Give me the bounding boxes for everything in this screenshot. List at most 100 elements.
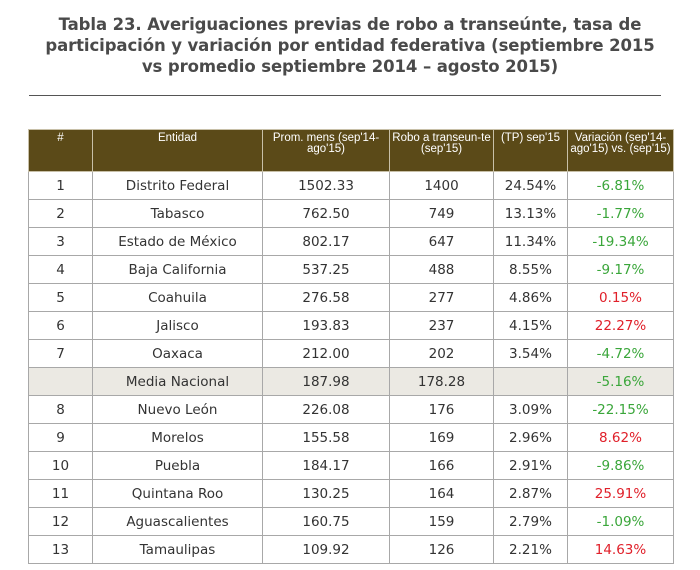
table-row: 10 Puebla 184.17 166 2.91% -9.86% xyxy=(28,451,674,480)
cell-entidad: Estado de México xyxy=(92,227,263,256)
cell-entidad: Tabasco xyxy=(92,199,263,228)
cell-prom-mens: 226.08 xyxy=(262,395,390,424)
cell-variacion: -19.34% xyxy=(567,227,674,256)
table-row: 6 Jalisco 193.83 237 4.15% 22.27% xyxy=(28,311,674,340)
cell-entidad: Jalisco xyxy=(92,311,263,340)
cell-prom-mens: 130.25 xyxy=(262,479,390,508)
data-table: # Entidad Prom. mens (sep'14-ago'15) Rob… xyxy=(28,129,674,564)
cell-prom-mens: 762.50 xyxy=(262,199,390,228)
table-row: 4 Baja California 537.25 488 8.55% -9.17% xyxy=(28,255,674,284)
cell-prom-mens: 537.25 xyxy=(262,255,390,284)
cell-prom-mens: 802.17 xyxy=(262,227,390,256)
cell-number: 6 xyxy=(28,311,93,340)
cell-tp: 2.96% xyxy=(493,423,568,452)
cell-variacion: 0.15% xyxy=(567,283,674,312)
cell-variacion: -1.09% xyxy=(567,507,674,536)
cell-variacion: -9.17% xyxy=(567,255,674,284)
cell-prom-mens: 109.92 xyxy=(262,535,390,564)
cell-variacion: -22.15% xyxy=(567,395,674,424)
cell-tp: 2.21% xyxy=(493,535,568,564)
cell-variacion: -4.72% xyxy=(567,339,674,368)
cell-number xyxy=(28,367,93,396)
table-row: 7 Oaxaca 212.00 202 3.54% -4.72% xyxy=(28,339,674,368)
header-robo: Robo a transeun-te (sep'15) xyxy=(389,129,494,172)
cell-prom-mens: 155.58 xyxy=(262,423,390,452)
cell-robo: 126 xyxy=(389,535,494,564)
cell-number: 9 xyxy=(28,423,93,452)
cell-prom-mens: 1502.33 xyxy=(262,171,390,200)
title-divider xyxy=(29,95,661,96)
cell-number: 11 xyxy=(28,479,93,508)
cell-entidad: Media Nacional xyxy=(92,367,263,396)
cell-number: 13 xyxy=(28,535,93,564)
cell-entidad: Tamaulipas xyxy=(92,535,263,564)
cell-robo: 277 xyxy=(389,283,494,312)
cell-entidad: Distrito Federal xyxy=(92,171,263,200)
cell-number: 3 xyxy=(28,227,93,256)
table-row: 5 Coahuila 276.58 277 4.86% 0.15% xyxy=(28,283,674,312)
cell-robo: 178.28 xyxy=(389,367,494,396)
cell-tp xyxy=(493,367,568,396)
cell-variacion: 14.63% xyxy=(567,535,674,564)
cell-robo: 237 xyxy=(389,311,494,340)
cell-tp: 24.54% xyxy=(493,171,568,200)
cell-prom-mens: 212.00 xyxy=(262,339,390,368)
table-body: 1 Distrito Federal 1502.33 1400 24.54% -6.81%… xyxy=(28,171,674,564)
table-row: 12 Aguascalientes 160.75 159 2.79% -1.09% xyxy=(28,507,674,536)
title-line-3: vs promedio septiembre 2014 – agosto 201… xyxy=(141,57,559,76)
cell-robo: 169 xyxy=(389,423,494,452)
cell-variacion: -9.86% xyxy=(567,451,674,480)
cell-tp: 4.86% xyxy=(493,283,568,312)
table-row: 13 Tamaulipas 109.92 126 2.21% 14.63% xyxy=(28,535,674,564)
table-row: 3 Estado de México 802.17 647 11.34% -19.34% xyxy=(28,227,674,256)
cell-robo: 488 xyxy=(389,255,494,284)
header-number: # xyxy=(28,129,93,172)
table-row: 9 Morelos 155.58 169 2.96% 8.62% xyxy=(28,423,674,452)
cell-prom-mens: 184.17 xyxy=(262,451,390,480)
cell-robo: 1400 xyxy=(389,171,494,200)
table-header-row: # Entidad Prom. mens (sep'14-ago'15) Rob… xyxy=(28,129,674,172)
cell-tp: 8.55% xyxy=(493,255,568,284)
cell-robo: 176 xyxy=(389,395,494,424)
cell-entidad: Morelos xyxy=(92,423,263,452)
cell-number: 10 xyxy=(28,451,93,480)
cell-variacion: -6.81% xyxy=(567,171,674,200)
cell-number: 2 xyxy=(28,199,93,228)
table-row: 8 Nuevo León 226.08 176 3.09% -22.15% xyxy=(28,395,674,424)
cell-tp: 2.87% xyxy=(493,479,568,508)
cell-entidad: Puebla xyxy=(92,451,263,480)
header-entidad: Entidad xyxy=(92,129,263,172)
cell-prom-mens: 187.98 xyxy=(262,367,390,396)
cell-entidad: Nuevo León xyxy=(92,395,263,424)
cell-tp: 4.15% xyxy=(493,311,568,340)
cell-tp: 11.34% xyxy=(493,227,568,256)
title-line-2: participación y variación por entidad fe… xyxy=(45,36,655,55)
title-line-1: Tabla 23. Averiguaciones previas de robo… xyxy=(58,15,642,34)
table-row: 2 Tabasco 762.50 749 13.13% -1.77% xyxy=(28,199,674,228)
table-row: 1 Distrito Federal 1502.33 1400 24.54% -6.81% xyxy=(28,171,674,200)
cell-number: 12 xyxy=(28,507,93,536)
cell-entidad: Aguascalientes xyxy=(92,507,263,536)
cell-robo: 647 xyxy=(389,227,494,256)
table-row: Media Nacional 187.98 178.28 -5.16% xyxy=(28,367,674,396)
table-title: Tabla 23. Averiguaciones previas de robo… xyxy=(0,14,700,77)
cell-number: 8 xyxy=(28,395,93,424)
cell-robo: 159 xyxy=(389,507,494,536)
cell-number: 5 xyxy=(28,283,93,312)
table-row: 11 Quintana Roo 130.25 164 2.87% 25.91% xyxy=(28,479,674,508)
cell-prom-mens: 276.58 xyxy=(262,283,390,312)
cell-variacion: 22.27% xyxy=(567,311,674,340)
cell-variacion: 25.91% xyxy=(567,479,674,508)
cell-tp: 3.54% xyxy=(493,339,568,368)
header-prom-mens: Prom. mens (sep'14-ago'15) xyxy=(262,129,390,172)
cell-prom-mens: 193.83 xyxy=(262,311,390,340)
cell-number: 4 xyxy=(28,255,93,284)
header-tp: (TP) sep'15 xyxy=(493,129,568,172)
cell-number: 7 xyxy=(28,339,93,368)
cell-entidad: Baja California xyxy=(92,255,263,284)
header-variacion: Variación (sep'14-ago'15) vs. (sep'15) xyxy=(567,129,674,172)
cell-tp: 3.09% xyxy=(493,395,568,424)
cell-entidad: Coahuila xyxy=(92,283,263,312)
cell-prom-mens: 160.75 xyxy=(262,507,390,536)
cell-robo: 749 xyxy=(389,199,494,228)
